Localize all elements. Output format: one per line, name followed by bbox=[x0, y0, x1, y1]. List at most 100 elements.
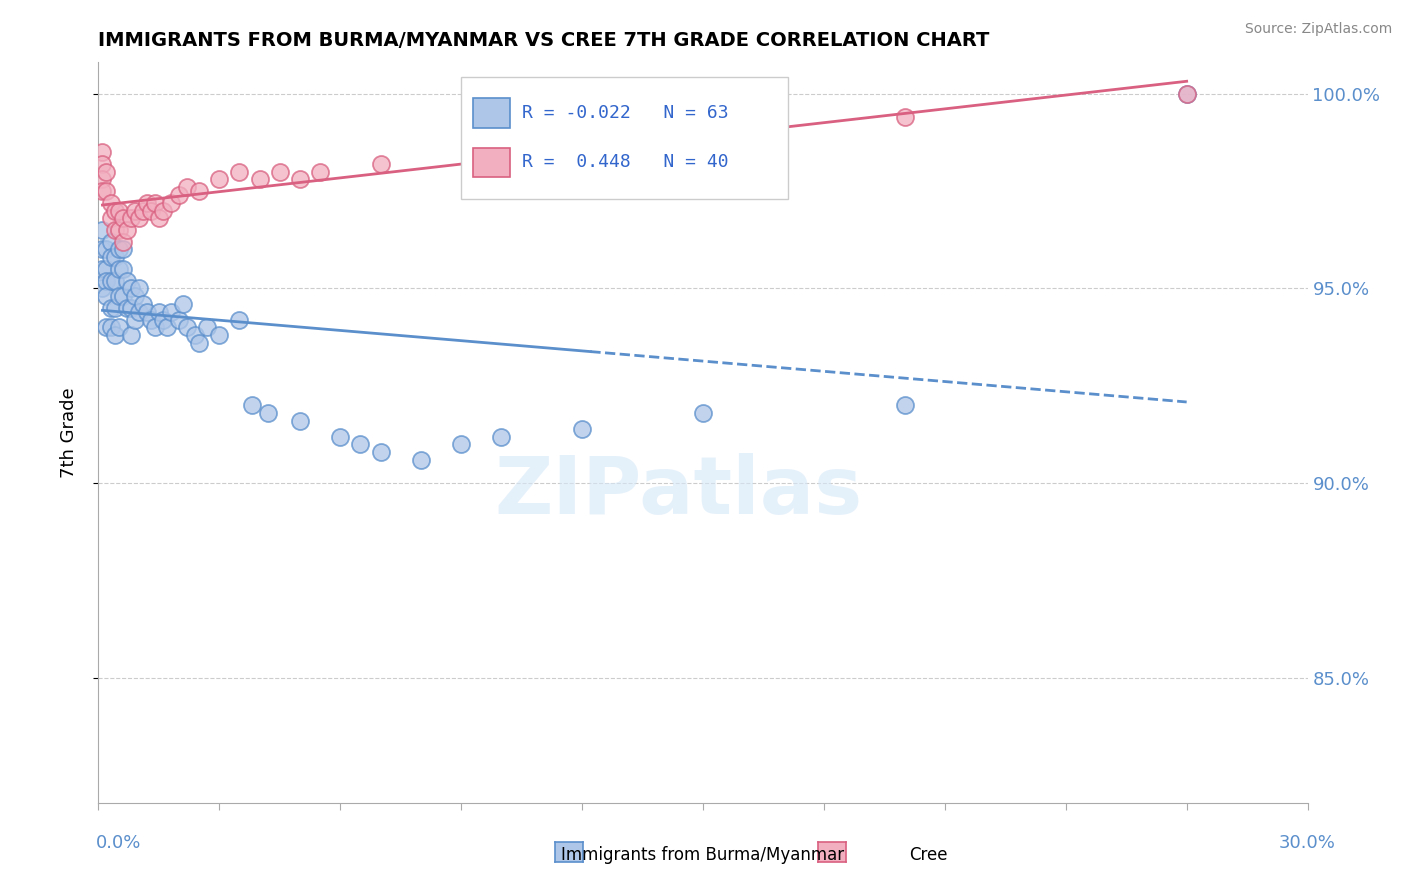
Point bbox=[124, 289, 146, 303]
Point bbox=[893, 110, 915, 124]
Point bbox=[96, 184, 118, 198]
Point bbox=[96, 243, 118, 257]
Text: Immigrants from Burma/Myanmar: Immigrants from Burma/Myanmar bbox=[561, 846, 845, 863]
Point bbox=[100, 211, 122, 226]
Point bbox=[152, 312, 174, 326]
Point bbox=[91, 184, 114, 198]
Y-axis label: 7th Grade: 7th Grade bbox=[59, 387, 77, 478]
Point bbox=[188, 336, 211, 351]
Point bbox=[107, 289, 129, 303]
Point bbox=[100, 250, 122, 264]
Point bbox=[288, 172, 311, 186]
Point bbox=[91, 223, 114, 237]
Point bbox=[120, 211, 142, 226]
Point bbox=[195, 320, 218, 334]
Point bbox=[120, 328, 142, 343]
Point bbox=[111, 235, 134, 249]
Point bbox=[135, 195, 157, 210]
Text: Cree: Cree bbox=[908, 846, 948, 863]
Point bbox=[111, 243, 134, 257]
Point bbox=[176, 180, 198, 194]
Point bbox=[228, 312, 250, 326]
Point bbox=[91, 172, 114, 186]
Point bbox=[135, 305, 157, 319]
Point bbox=[107, 243, 129, 257]
Point bbox=[143, 320, 166, 334]
Point bbox=[172, 297, 194, 311]
Point bbox=[176, 320, 198, 334]
Point bbox=[349, 437, 371, 451]
Point bbox=[228, 164, 250, 178]
Point bbox=[107, 223, 129, 237]
Point bbox=[370, 445, 392, 459]
Point bbox=[91, 243, 114, 257]
Point bbox=[120, 301, 142, 315]
Point bbox=[491, 145, 513, 159]
FancyBboxPatch shape bbox=[474, 98, 509, 128]
Point bbox=[139, 203, 162, 218]
Point bbox=[107, 262, 129, 277]
Point bbox=[124, 312, 146, 326]
Point bbox=[409, 453, 432, 467]
Point bbox=[96, 274, 118, 288]
Point bbox=[111, 262, 134, 277]
Point bbox=[111, 289, 134, 303]
Point bbox=[115, 301, 138, 315]
Point bbox=[188, 184, 211, 198]
Point bbox=[184, 328, 207, 343]
Point bbox=[111, 211, 134, 226]
Point bbox=[132, 203, 155, 218]
Point bbox=[491, 429, 513, 443]
Point bbox=[124, 203, 146, 218]
Point bbox=[103, 250, 125, 264]
Point bbox=[143, 195, 166, 210]
Point bbox=[450, 437, 472, 451]
Point bbox=[208, 328, 231, 343]
Point bbox=[128, 211, 150, 226]
Point bbox=[128, 305, 150, 319]
Point bbox=[152, 203, 174, 218]
Point bbox=[167, 188, 190, 202]
Point bbox=[148, 211, 170, 226]
Point bbox=[139, 312, 162, 326]
Point bbox=[100, 320, 122, 334]
Text: 30.0%: 30.0% bbox=[1279, 834, 1336, 852]
Point bbox=[249, 172, 271, 186]
Point bbox=[91, 145, 114, 159]
Point bbox=[692, 126, 714, 140]
Point bbox=[309, 164, 332, 178]
Point bbox=[103, 223, 125, 237]
Point bbox=[96, 289, 118, 303]
Point bbox=[1175, 87, 1198, 101]
Point bbox=[96, 320, 118, 334]
Point bbox=[156, 320, 179, 334]
Point bbox=[115, 274, 138, 288]
Point bbox=[240, 398, 263, 412]
Point bbox=[893, 398, 915, 412]
Point bbox=[1175, 87, 1198, 101]
Point bbox=[91, 157, 114, 171]
Point bbox=[103, 301, 125, 315]
Point bbox=[103, 274, 125, 288]
Point bbox=[692, 406, 714, 420]
Point bbox=[100, 235, 122, 249]
Text: ZIPatlas: ZIPatlas bbox=[495, 453, 863, 531]
Point bbox=[100, 195, 122, 210]
Point bbox=[571, 422, 593, 436]
Point bbox=[288, 414, 311, 428]
Text: IMMIGRANTS FROM BURMA/MYANMAR VS CREE 7TH GRADE CORRELATION CHART: IMMIGRANTS FROM BURMA/MYANMAR VS CREE 7T… bbox=[98, 30, 990, 50]
Text: R =  0.448   N = 40: R = 0.448 N = 40 bbox=[522, 153, 728, 171]
Point bbox=[91, 281, 114, 295]
Point bbox=[96, 164, 118, 178]
Point bbox=[100, 301, 122, 315]
Point bbox=[103, 328, 125, 343]
FancyBboxPatch shape bbox=[474, 147, 509, 178]
Point bbox=[148, 305, 170, 319]
Point bbox=[128, 281, 150, 295]
Point bbox=[120, 281, 142, 295]
Point bbox=[132, 297, 155, 311]
Point bbox=[115, 223, 138, 237]
Point bbox=[370, 157, 392, 171]
Point bbox=[571, 133, 593, 147]
Point bbox=[269, 164, 291, 178]
